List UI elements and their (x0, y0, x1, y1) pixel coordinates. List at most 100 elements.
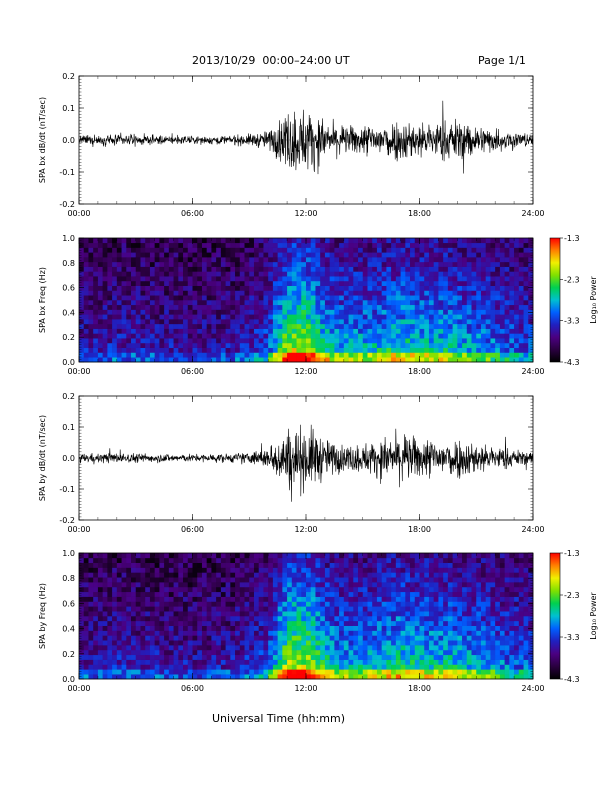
spectrogram-cell (173, 620, 179, 626)
spectrogram-cell (216, 290, 222, 296)
spectrogram-cell (192, 338, 198, 344)
spectrogram-cell (220, 247, 226, 253)
spectrogram-cell (183, 625, 189, 631)
spectrogram-cell (249, 314, 255, 320)
spectrogram-cell (457, 328, 463, 334)
spectrogram-cell (107, 347, 113, 353)
spectrogram-cell (424, 352, 430, 358)
spectrogram-cell (183, 252, 189, 258)
spectrogram-cell (372, 645, 378, 651)
spectrogram-cell (168, 620, 174, 626)
spectrogram-cell (462, 247, 468, 253)
spectrogram-cell (499, 261, 505, 267)
spectrogram-cell (258, 261, 264, 267)
spectrogram-cell (126, 625, 132, 631)
spectrogram-cell (116, 271, 122, 277)
spectrogram-cell (353, 664, 359, 670)
spectrogram-cell (414, 290, 420, 296)
spectrogram-cell (145, 601, 151, 607)
spectrogram-cell (225, 357, 231, 363)
spectrogram-cell (353, 357, 359, 363)
spectrogram-cell (253, 611, 260, 617)
spectrogram-cell (315, 276, 321, 282)
spectrogram-cell (287, 620, 293, 626)
spectrogram-cell (112, 280, 118, 286)
spectrogram-cell (126, 257, 132, 263)
spectrogram-cell (145, 247, 151, 253)
spectrogram-cell (173, 247, 179, 253)
spectrogram-cell (428, 645, 434, 651)
spectrogram-cell (499, 328, 505, 334)
spectrogram-cell (287, 242, 293, 248)
spectrogram-cell (244, 328, 250, 334)
spectrogram-cell (490, 300, 496, 306)
spectrogram-cell (235, 338, 241, 344)
spectrogram-cell (320, 323, 326, 329)
y-tick-label: 0.0 (62, 454, 75, 463)
spectrogram-cell (126, 323, 132, 329)
spectrogram-cell (83, 640, 89, 646)
spectrogram-cell (372, 601, 378, 607)
spectrogram-cell (315, 601, 321, 607)
spectrogram-cell (206, 674, 212, 680)
spectrogram-cell (443, 257, 449, 263)
spectrogram-cell (263, 242, 269, 248)
spectrogram-cell (348, 314, 354, 320)
spectrogram-cell (296, 266, 302, 272)
spectrogram-cell (102, 659, 108, 665)
spectrogram-cell (287, 601, 293, 607)
spectrogram-cell (230, 285, 236, 291)
spectrogram-cell (282, 247, 288, 253)
spectrogram-cell (97, 276, 103, 282)
spectrogram-cell (216, 352, 222, 358)
spectrogram-cell (376, 295, 382, 301)
spectrogram-cell (433, 674, 439, 680)
spectrogram-cell (320, 285, 326, 291)
spectrogram-cell (220, 664, 226, 670)
spectrogram-cell (495, 300, 501, 306)
spectrogram-cell (518, 304, 524, 310)
spectrogram-cell (244, 640, 250, 646)
spectrogram-cell (168, 357, 174, 363)
spectrogram-cell (93, 242, 99, 248)
spectrogram-cell (509, 285, 515, 291)
spectrogram-cell (395, 319, 401, 325)
spectrogram-cell (315, 659, 321, 665)
spectrogram-cell (339, 606, 345, 612)
spectrogram-cell (395, 266, 401, 272)
spectrogram-cell (391, 625, 397, 631)
spectrogram-cell (528, 261, 534, 267)
spectrogram-cell (159, 304, 165, 310)
spectrogram-cell (339, 601, 345, 607)
spectrogram-cell (178, 238, 184, 244)
spectrogram-cell (154, 611, 160, 617)
spectrogram-cell (220, 645, 226, 651)
spectrogram-cell (315, 290, 321, 296)
spectrogram-cell (282, 338, 288, 344)
spectrogram-cell (230, 562, 236, 568)
spectrogram-cell (315, 577, 321, 583)
spectrogram-cell (414, 601, 420, 607)
spectrogram-cell (348, 586, 354, 593)
spectrogram-cell (391, 630, 397, 636)
spectrogram-cell (154, 276, 160, 282)
spectrogram-cell (116, 257, 122, 263)
spectrogram-cell (253, 645, 260, 651)
spectrogram-cell (230, 654, 236, 660)
spectrogram-cell (306, 266, 312, 272)
spectrogram-cell (395, 616, 401, 622)
spectrogram-cell (334, 338, 340, 344)
spectrogram-cell (88, 562, 94, 568)
spectrogram-cell (206, 553, 212, 559)
spectrogram-cell (367, 357, 373, 363)
spectrogram-cell (140, 238, 146, 244)
spectrogram-cell (329, 323, 335, 329)
spectrogram-cell (263, 271, 269, 277)
spectrogram-cell (140, 266, 146, 272)
spectrogram-cell (268, 290, 274, 296)
spectrogram-cell (272, 586, 278, 593)
spectrogram-cell (149, 342, 155, 348)
spectrogram-cell (268, 304, 274, 310)
spectrogram-cell (282, 261, 288, 267)
spectrogram-cell (131, 567, 137, 573)
